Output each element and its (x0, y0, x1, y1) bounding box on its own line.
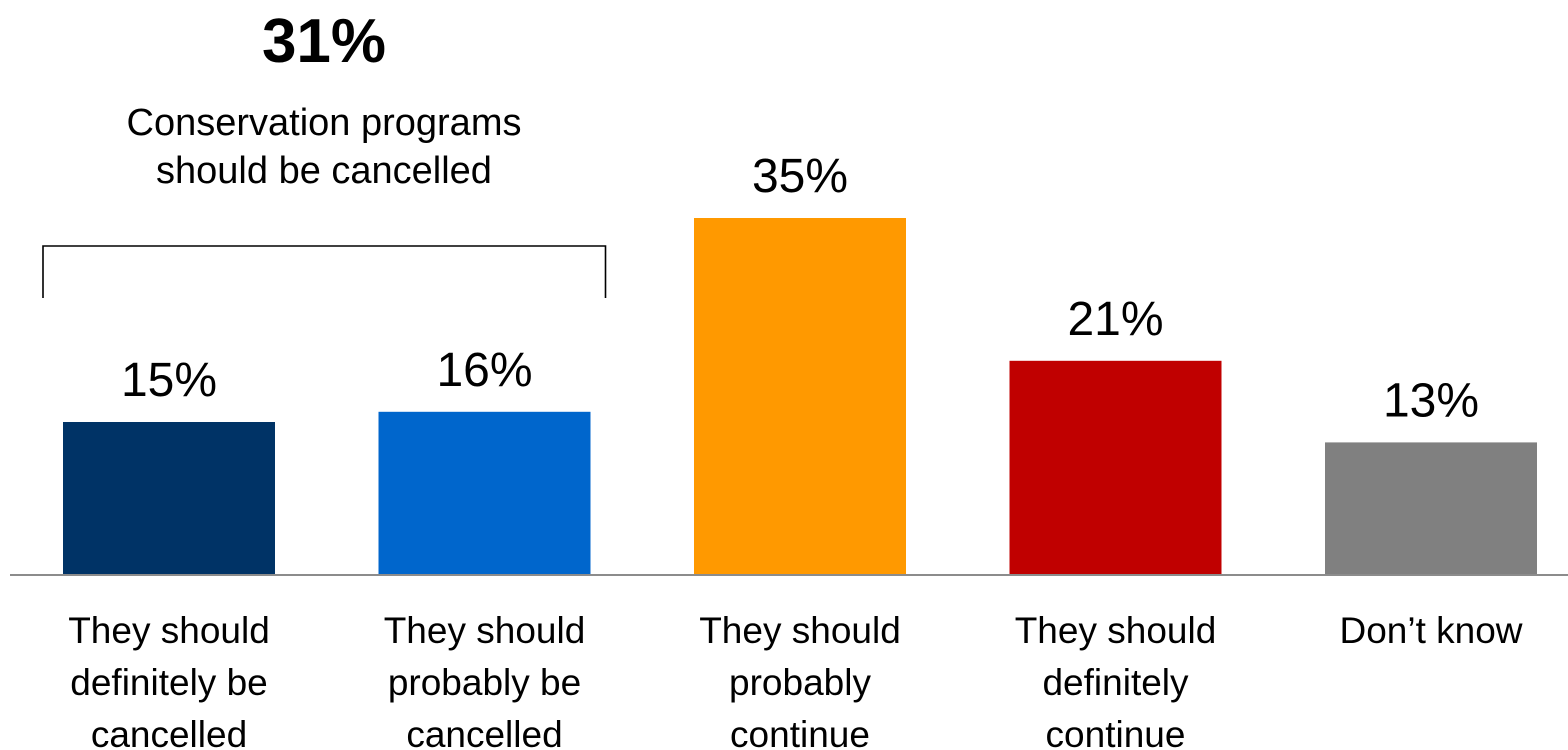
category-label-2-line-1: They should (384, 610, 586, 651)
category-label-3-line-1: They should (699, 610, 901, 651)
group-annotation-label: Conservation programs should be cancelle… (0, 100, 648, 195)
data-label-5: 13% (1383, 374, 1479, 427)
category-label-5: Don’t know (1339, 610, 1522, 651)
group-bracket (42, 245, 607, 298)
category-label-5-line-1: Don’t know (1339, 610, 1522, 651)
bar-1 (63, 422, 275, 575)
bar-4 (1009, 360, 1222, 575)
category-label-3-line-3: continue (730, 714, 870, 750)
data-labels-group: 15% 16% 35% 21% 13% (121, 150, 1479, 427)
category-label-1-line-1: They should (68, 610, 270, 651)
data-label-4: 21% (1067, 293, 1163, 346)
category-label-1: They should definitely be cancelled (68, 610, 270, 750)
category-label-4-line-2: definitely (1042, 662, 1189, 703)
bars-group (63, 218, 1537, 575)
data-label-1: 15% (121, 354, 217, 407)
group-total-value: 31% (261, 7, 387, 76)
data-label-3: 35% (752, 150, 848, 203)
bar-3 (694, 218, 906, 575)
category-label-3-line-2: probably (729, 662, 871, 703)
category-label-4-line-3: continue (1046, 714, 1186, 750)
group-annotation-line-1: Conservation programs (126, 102, 522, 144)
category-label-2-line-2: probably be (388, 662, 581, 703)
category-label-4-line-1: They should (1015, 610, 1217, 651)
group-annotation-line-2: should be cancelled (156, 149, 492, 192)
bar-2 (378, 411, 591, 575)
category-label-2: They should probably be cancelled (384, 610, 586, 750)
category-label-1-line-2: definitely be (70, 662, 267, 703)
data-label-2: 16% (436, 344, 532, 397)
category-label-2-line-3: cancelled (406, 714, 562, 750)
category-label-4: They should definitely continue (1015, 610, 1217, 750)
bar-5 (1325, 442, 1537, 575)
category-label-3: They should probably continue (699, 610, 901, 750)
category-label-1-line-3: cancelled (91, 714, 247, 750)
